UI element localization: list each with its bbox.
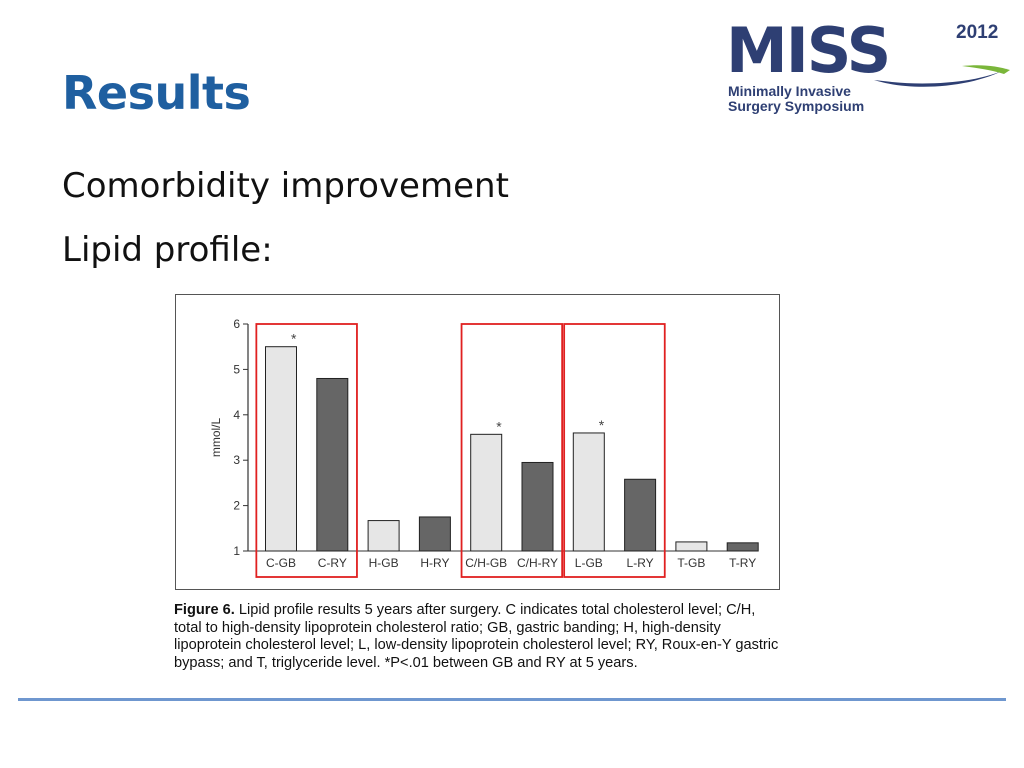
caption-text: Lipid profile results 5 years after surg… (174, 602, 779, 671)
bar-C-GB (265, 346, 297, 552)
caption-label: Figure 6. (174, 602, 235, 618)
figure-frame: 1 2 3 4 5 6 mmol/L C-GB C-RY H-GB H-RY C/H-GB C/H-RY… (175, 294, 780, 590)
logo-wordmark: MISS (726, 14, 891, 87)
y-tick-label-1: 1 (233, 544, 240, 558)
bar-C-RY (316, 377, 349, 552)
x-tick-label-H-RY: H-RY (420, 556, 449, 570)
figure-caption: Figure 6. Lipid profile results 5 years … (174, 602, 784, 672)
x-tick-label-C-RY: C-RY (318, 556, 347, 570)
bar-H-RY (418, 516, 451, 552)
slide-title: Results (62, 66, 251, 120)
bar-L-RY (624, 478, 657, 552)
significance-marker-L-GB: * (599, 417, 605, 433)
y-axis-label: mmol/L (209, 418, 223, 458)
x-tick-label-H-GB: H-GB (369, 556, 399, 570)
logo-subtitle-line2: Surgery Symposium (728, 98, 865, 114)
y-tick-label-6: 6 (233, 317, 240, 331)
lipid-bar-chart: 1 2 3 4 5 6 mmol/L C-GB C-RY H-GB H-RY C/H-GB C/H-RY… (209, 317, 759, 578)
y-tick-label-5: 5 (233, 362, 240, 376)
x-tick-label-C/H-GB: C/H-GB (465, 556, 507, 570)
x-tick-label-T-GB: T-GB (677, 556, 705, 570)
significance-marker-C/H-GB: * (496, 418, 502, 434)
x-tick-label-C-GB: C-GB (266, 556, 296, 570)
bar-L-GB (572, 432, 605, 552)
x-tick-label-L-GB: L-GB (575, 556, 603, 570)
logo-subtitle-line1: Minimally Invasive (728, 83, 851, 99)
bullet-comorbidity: Comorbidity improvement (62, 166, 509, 206)
significance-marker-C-GB: * (291, 331, 297, 347)
bar-H-GB (367, 520, 400, 552)
bar-T-RY (726, 542, 759, 552)
highlight-box-1 (255, 323, 358, 578)
bar-T-GB (675, 541, 708, 552)
logo-swoosh-icon (874, 65, 1010, 87)
y-tick-label-2: 2 (233, 499, 240, 513)
logo-year: 2012 (956, 22, 999, 43)
x-tick-label-C/H-RY: C/H-RY (517, 556, 558, 570)
highlight-box-2 (460, 323, 564, 578)
y-tick-label-4: 4 (233, 408, 240, 422)
miss-logo: MISS 2012 Minimally Invasive Surgery Sym… (722, 16, 1014, 116)
highlight-box-3 (563, 323, 666, 578)
x-tick-label-L-RY: L-RY (627, 556, 654, 570)
slide-divider (18, 698, 1006, 701)
y-tick-label-3: 3 (233, 453, 240, 467)
bullet-lipid-profile: Lipid profile: (62, 230, 273, 270)
x-tick-label-T-RY: T-RY (729, 556, 756, 570)
bar-C/H-RY (521, 461, 554, 552)
bar-C/H-GB (470, 433, 503, 552)
